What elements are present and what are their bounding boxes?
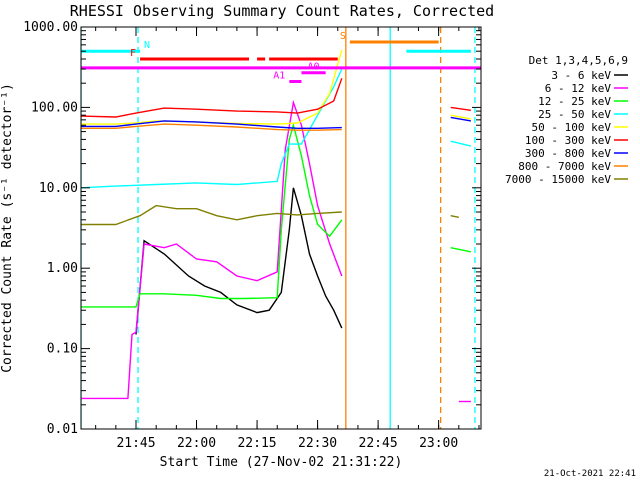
series-line-2 — [81, 122, 343, 308]
y-tick-label-4: 100.00 — [31, 100, 78, 115]
legend-entry-4: 50 - 100 keV — [532, 121, 612, 134]
x-axis-label: Start Time (27-Nov-02 21:31:22) — [160, 455, 403, 470]
x-axis: 21:45 22:00 22:15 22:30 22:45 23:00 — [95, 27, 480, 451]
series-line-0 — [135, 187, 343, 335]
legend-entry-3: 25 - 50 keV — [538, 108, 611, 121]
plot-area — [81, 27, 481, 429]
flag-label-1: F — [130, 48, 136, 59]
x-tick-label-3: 22:30 — [298, 436, 337, 451]
legend-entry-5: 100 - 300 keV — [525, 134, 611, 147]
x-tick-label-1: 22:00 — [177, 436, 216, 451]
post-gap-line-4 — [450, 215, 459, 218]
post-gap-line-5 — [450, 247, 472, 253]
post-gap-line-0 — [450, 106, 471, 111]
series-line-4 — [81, 49, 343, 125]
x-tick-label-2: 22:15 — [237, 436, 276, 451]
legend-entry-6: 300 - 800 keV — [525, 147, 611, 160]
flag-label-0: N — [144, 40, 150, 51]
flag-label-5: A1 — [273, 70, 285, 81]
legend-entry-2: 12 - 25 keV — [538, 95, 611, 108]
y-tick-label-2: 1.00 — [47, 261, 78, 276]
series-line-5 — [81, 78, 343, 118]
legend-entry-0: 3 - 6 keV — [551, 69, 611, 82]
timestamp: 21-Oct-2021 22:41 — [544, 469, 636, 479]
plot-frame — [80, 26, 482, 430]
flag-label-4: A0 — [307, 62, 319, 73]
series-line-3 — [81, 68, 343, 189]
x-tick-label-4: 22:45 — [359, 436, 398, 451]
flag-label-2: S — [340, 31, 346, 42]
post-gap-line-3 — [450, 140, 472, 147]
series-line-6 — [81, 120, 342, 129]
post-gap-line-2 — [450, 114, 472, 120]
post-gap-line-1 — [450, 116, 472, 122]
legend-title: Det 1,3,4,5,6,9 — [529, 54, 628, 67]
y-tick-label-3: 10.00 — [39, 181, 78, 196]
series-line-8 — [81, 204, 342, 226]
y-tick-label-5: 1000.00 — [23, 20, 78, 35]
x-tick-label-0: 21:45 — [116, 436, 155, 451]
legend-entry-7: 800 - 7000 keV — [518, 160, 611, 173]
y-tick-label-0: 0.01 — [47, 422, 78, 437]
x-tick-label-5: 23:00 — [419, 436, 458, 451]
y-tick-label-1: 0.10 — [47, 342, 78, 357]
series-line-1 — [81, 99, 343, 400]
chart-title: RHESSI Observing Summary Count Rates, Co… — [70, 2, 494, 20]
legend-entry-8: 7000 - 15000 keV — [505, 173, 611, 186]
y-axis: 0.01 0.10 1.00 10.00 100.00 1000.00 — [23, 20, 481, 437]
series-line-7 — [81, 123, 342, 131]
legend-entry-1: 6 - 12 keV — [545, 82, 612, 95]
y-axis-label: Corrected Count Rate (s⁻¹ detector⁻¹) — [0, 83, 15, 373]
